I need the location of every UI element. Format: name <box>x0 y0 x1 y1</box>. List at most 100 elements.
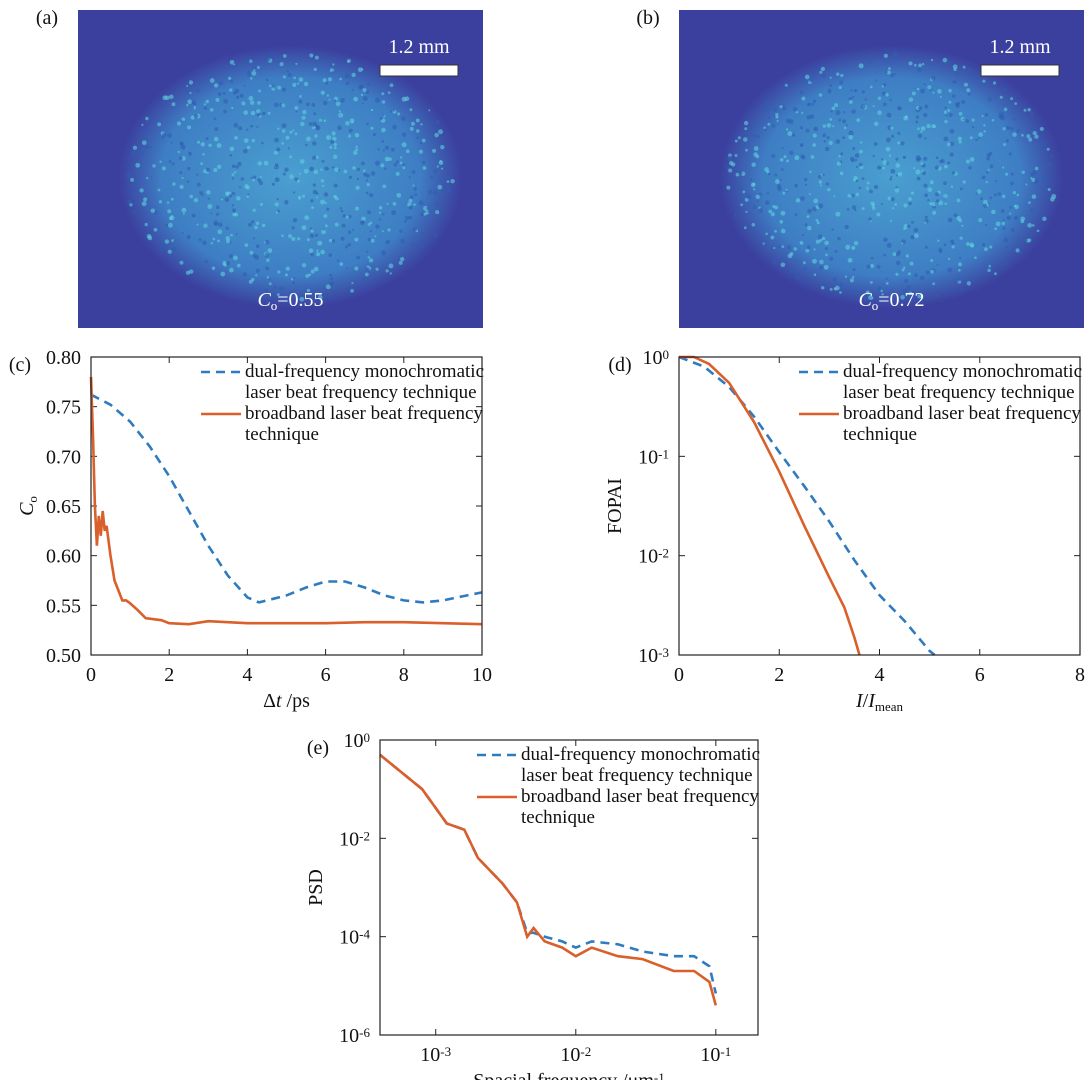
speckle <box>410 121 415 126</box>
panel-label: (d) <box>608 354 631 376</box>
y-axis-label: PSD <box>305 869 327 906</box>
speckle <box>242 272 247 277</box>
speckle <box>1048 162 1053 166</box>
speckle <box>291 236 296 241</box>
speckle <box>367 210 371 215</box>
speckle <box>914 273 918 278</box>
speckle <box>224 70 228 73</box>
speckle <box>392 124 397 130</box>
speckle <box>819 184 822 187</box>
speckle <box>447 175 451 179</box>
speckle <box>963 82 968 87</box>
speckle <box>193 107 197 110</box>
speckle <box>411 242 415 246</box>
speckle <box>764 200 770 205</box>
speckle <box>130 177 135 182</box>
speckle <box>931 202 936 207</box>
speckle <box>338 112 344 118</box>
speckle <box>223 109 227 114</box>
speckle <box>883 53 888 58</box>
speckle <box>860 104 866 110</box>
speckle <box>826 136 830 140</box>
speckle <box>866 264 871 269</box>
speckle <box>229 59 235 65</box>
speckle <box>739 186 743 190</box>
speckle <box>886 242 892 248</box>
speckle <box>181 117 186 122</box>
scale-bar <box>379 64 459 77</box>
speckle <box>265 266 270 271</box>
speckle <box>794 183 799 188</box>
speckle <box>355 185 360 190</box>
speckle <box>956 198 961 203</box>
y-tick-label: 0.80 <box>46 347 81 369</box>
speckle <box>299 159 305 164</box>
speckle <box>780 262 786 268</box>
speckle <box>399 229 403 233</box>
speckle <box>1013 117 1016 121</box>
speckle <box>377 148 380 151</box>
legend-item: broadband laser beat frequency technique <box>473 786 760 828</box>
legend-item: dual-frequency monochromatic laser beat … <box>197 361 484 403</box>
speckle <box>387 91 391 94</box>
speckle <box>297 82 300 85</box>
speckle <box>967 67 972 72</box>
speckle <box>1028 201 1031 205</box>
speckle <box>932 91 935 94</box>
speckle <box>301 194 306 198</box>
tick-exponent: -6 <box>359 1025 370 1040</box>
speckle <box>167 249 172 254</box>
speckle <box>284 167 289 172</box>
speckle <box>1039 126 1044 131</box>
data-line <box>379 753 718 994</box>
speckle <box>229 153 233 157</box>
speckle <box>1018 251 1023 255</box>
speckle <box>326 135 332 141</box>
speckle <box>398 260 403 265</box>
speckle <box>411 170 416 174</box>
speckle <box>815 239 820 244</box>
speckle <box>354 132 360 138</box>
speckle <box>877 165 882 170</box>
speckle <box>207 197 210 200</box>
speckle <box>770 235 775 240</box>
speckle <box>141 201 147 207</box>
speckle <box>932 210 937 215</box>
speckle <box>196 173 199 176</box>
speckle <box>430 139 433 142</box>
speckle <box>817 234 823 239</box>
speckle <box>162 95 168 101</box>
speckle <box>405 149 410 154</box>
speckle <box>924 104 929 109</box>
speckle <box>982 79 986 83</box>
speckle <box>247 72 251 77</box>
speckle <box>330 277 333 281</box>
speckle <box>866 186 870 191</box>
speckle <box>412 184 415 187</box>
speckle <box>1010 228 1015 232</box>
speckle <box>249 59 253 63</box>
speckle <box>264 59 267 62</box>
y-tick-label: 100 <box>344 730 371 752</box>
speckle <box>794 213 798 217</box>
speckle <box>903 203 908 208</box>
speckle <box>234 171 237 174</box>
speckle <box>261 141 264 145</box>
speckle <box>303 81 309 87</box>
speckle <box>171 162 175 166</box>
speckle <box>920 130 923 133</box>
speckle <box>838 118 842 122</box>
speckle <box>755 194 760 199</box>
speckle <box>825 182 829 186</box>
speckle <box>420 212 424 216</box>
speckle <box>364 272 369 277</box>
scale-bar <box>980 64 1060 77</box>
speckle <box>167 209 172 214</box>
speckle <box>146 145 150 149</box>
speckle <box>921 171 926 176</box>
speckle <box>895 252 901 257</box>
speckle <box>795 259 798 262</box>
speckle <box>335 101 341 107</box>
speckle <box>267 111 271 115</box>
speckle <box>804 74 810 80</box>
